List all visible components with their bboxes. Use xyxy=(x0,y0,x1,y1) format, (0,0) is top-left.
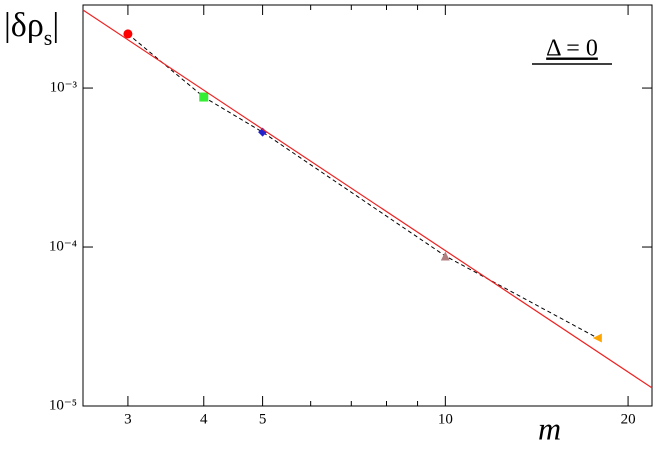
marker xyxy=(440,251,450,261)
plot-frame xyxy=(82,4,653,407)
connector-line xyxy=(127,33,598,339)
y-tick-label: 10⁻⁵ xyxy=(49,397,77,413)
x-tick-label: 5 xyxy=(259,411,267,427)
x-tick-label: 20 xyxy=(621,411,636,427)
marker xyxy=(123,29,133,39)
marker xyxy=(592,333,602,343)
y-tick-label: 10⁻⁴ xyxy=(49,238,77,254)
x-axis-label: m xyxy=(538,410,561,446)
y-tick-label: 10⁻³ xyxy=(50,79,78,95)
annotation: Δ = 0 xyxy=(546,36,598,62)
x-tick-label: 10 xyxy=(438,411,453,427)
fit-line xyxy=(82,9,653,389)
marker xyxy=(258,127,268,137)
x-tick-label: 4 xyxy=(200,411,208,427)
y-axis-label: |δρs| xyxy=(4,7,59,50)
marker xyxy=(199,92,209,102)
x-tick-label: 3 xyxy=(124,411,132,427)
